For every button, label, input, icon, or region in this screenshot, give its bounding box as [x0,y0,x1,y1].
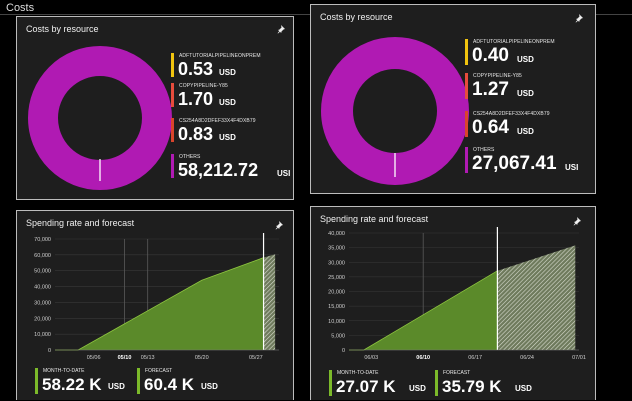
x-tick-label: 06/03 [364,355,378,361]
x-tick-label: 05/27 [249,355,263,361]
pin-icon[interactable] [573,216,583,226]
legend-value: 0.40 [472,45,509,66]
y-tick-label: 20,000 [34,316,51,322]
spend-area [349,270,498,350]
right-costs-title: Costs by resource [320,12,393,22]
legend-name: COPYPIPELINE-Y85 [473,73,522,79]
y-tick-label: 10,000 [328,319,345,325]
legend-swatch [465,73,468,99]
y-tick-label: 20,000 [328,290,345,296]
legend-value: 0.53 [178,59,214,79]
legend-unit: USD [219,133,236,142]
y-tick-label: 35,000 [328,246,345,252]
legend-unit: USD [517,89,534,98]
y-tick-label: 50,000 [34,269,51,275]
legend-value: 27,067.41 [472,153,557,174]
y-tick-label: 40,000 [328,231,345,237]
summary-unit: USD [108,382,125,391]
x-tick-label: 07/01 [572,355,586,361]
x-tick-label: 05/13 [141,355,155,361]
right-spending-panel[interactable]: Spending rate and forecast 40,000 35,000 3… [310,206,596,400]
page-title: Costs [6,2,35,14]
x-tick-label: 05/20 [195,355,209,361]
summary-unit: USD [201,382,218,391]
pin-icon[interactable] [275,220,285,230]
legend-name: OTHERS [179,154,201,160]
summary-label: MONTH-TO-DATE [337,370,379,376]
summary-swatch [35,368,38,394]
summary-unit: USD [409,384,426,393]
legend-name: COPYPIPELINE-Y85 [179,83,228,89]
legend-value: 0.64 [472,117,509,138]
summary-swatch [137,368,140,394]
x-tick-label: 05/10 [118,355,132,361]
y-tick-label: 25,000 [328,275,345,281]
legend-value: 1.70 [178,89,214,109]
left-costs-title: Costs by resource [26,24,99,34]
legend-name: CS254A8D2DFEF33X4F4DXB79 [179,118,256,124]
legend-swatch [465,147,468,173]
legend-swatch [171,118,174,142]
summary-label: FORECAST [443,370,471,376]
x-tick-label: 06/24 [520,355,534,361]
spend-area [55,257,264,350]
legend-unit: USD [219,98,236,107]
y-tick-label: 5,000 [331,333,345,339]
legend-unit: USD [219,68,236,77]
legend-unit: USI [565,163,579,172]
y-tick-label: 0 [342,348,345,354]
y-tick-label: 15,000 [328,304,345,310]
forecast-area [497,245,576,350]
legend-name: OTHERS [473,147,495,153]
summary-swatch [329,370,332,396]
right-costs-panel[interactable]: Costs by resource ADFTUTORIALPIPELINEONP… [310,4,596,194]
pin-icon[interactable] [575,13,585,23]
summary-value: 27.07 K [336,377,396,396]
left-spending-panel[interactable]: Spending rate and forecast 70,000 60,000 5… [16,210,294,400]
right-spending-chart[interactable]: 40,000 35,000 30,000 25,000 20,000 15,000 10,0… [311,207,597,401]
x-tick-label: 06/17 [468,355,482,361]
right-spending-title: Spending rate and forecast [320,214,429,224]
legend-swatch [171,154,174,178]
y-tick-label: 40,000 [34,285,51,291]
left-spending-title: Spending rate and forecast [26,218,135,228]
summary-label: MONTH-TO-DATE [43,368,85,374]
left-costs-panel[interactable]: Costs by resource ADFTUTORIALPIPELINEONP… [16,16,294,200]
summary-value: 58.22 K [42,375,102,394]
y-tick-label: 60,000 [34,253,51,259]
forecast-area [263,254,276,350]
legend-name: CS254A8D2DFEF33X4F4DXB79 [473,111,550,117]
y-tick-label: 10,000 [34,332,51,338]
summary-unit: USD [515,384,532,393]
legend-unit: USI [277,169,291,178]
legend-value: 58,212.72 [178,160,259,180]
pin-icon[interactable] [277,24,287,34]
legend-unit: USD [517,55,534,64]
y-tick-label: 0 [48,348,51,354]
x-tick-label: 05/06 [87,355,101,361]
legend-swatch [465,39,468,65]
legend-swatch [171,53,174,77]
summary-value: 60.4 K [144,375,195,394]
legend-value: 0.83 [178,124,214,144]
legend-swatch [465,111,468,137]
y-tick-label: 70,000 [34,237,51,243]
legend-swatch [171,83,174,107]
donut-ring [28,46,172,190]
summary-swatch [435,370,438,396]
summary-value: 35.79 K [442,377,502,396]
legend-value: 1.27 [472,79,509,100]
legend-name: ADFTUTORIALPIPELINEONPREM [473,39,555,45]
right-costs-donut[interactable] [311,5,597,195]
left-costs-donut[interactable] [17,17,295,201]
x-tick-label: 06/10 [416,355,430,361]
left-spending-chart[interactable]: 70,000 60,000 50,000 40,000 30,000 20,000 10,0… [17,211,295,401]
y-tick-label: 30,000 [34,300,51,306]
donut-ring [321,37,469,185]
summary-label: FORECAST [145,368,173,374]
legend-name: ADFTUTORIALPIPELINEONPREM [179,53,261,59]
legend-unit: USD [517,127,534,136]
y-tick-label: 30,000 [328,260,345,266]
